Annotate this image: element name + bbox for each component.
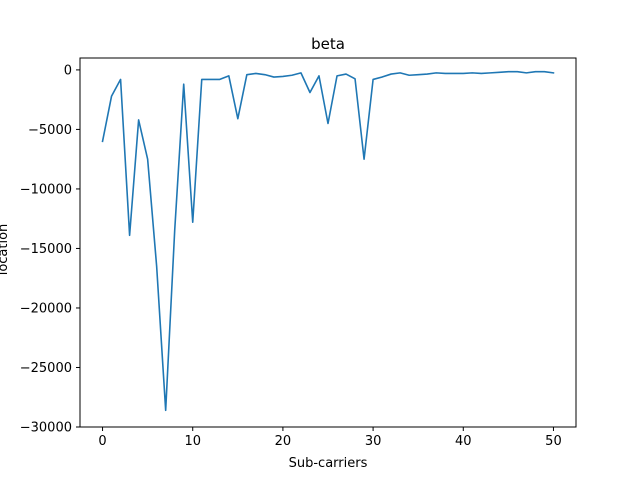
y-tick-label: −30000 (20, 421, 72, 436)
y-tick-label: −15000 (20, 242, 72, 257)
x-tick-label: 30 (365, 434, 382, 449)
plot-area (101, 70, 555, 412)
series-line-0 (101, 70, 555, 412)
y-tick-label: −25000 (20, 361, 72, 376)
y-axis-label: location (0, 224, 11, 276)
axes: 0 10 20 30 40 50 0 −5000 −10000 −15000 −20000 −2500… (20, 57, 577, 449)
y-tick-label: −10000 (20, 182, 72, 197)
x-tick-label: 40 (455, 434, 472, 449)
x-tick-label: 20 (275, 434, 292, 449)
y-tick-label: −5000 (28, 123, 72, 138)
y-tick-label: −20000 (20, 301, 72, 316)
x-tick-label: 50 (545, 434, 562, 449)
x-axis-label: Sub-carriers (289, 456, 368, 471)
x-tick-label: 10 (184, 434, 201, 449)
y-tick-label: 0 (64, 63, 72, 78)
x-tick-label: 0 (98, 434, 106, 449)
axes-frame (79, 57, 577, 428)
chart-title: beta (311, 35, 345, 53)
